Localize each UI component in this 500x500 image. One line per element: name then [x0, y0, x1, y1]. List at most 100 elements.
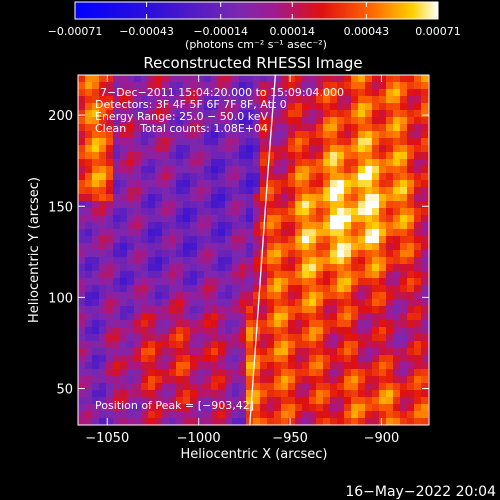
heatmap-cell: [309, 131, 317, 139]
heatmap-cell: [120, 341, 128, 349]
heatmap-cell: [127, 201, 135, 209]
heatmap-cell: [218, 75, 226, 83]
heatmap-cell: [309, 341, 317, 349]
heatmap-cell: [365, 250, 373, 258]
heatmap-cell: [386, 404, 394, 412]
heatmap-cell: [337, 250, 345, 258]
heatmap-cell: [85, 376, 93, 384]
heatmap-cell: [211, 152, 219, 160]
heatmap-cell: [421, 236, 429, 244]
heatmap-cell: [120, 131, 128, 139]
heatmap-cell: [379, 348, 387, 356]
heatmap-cell: [330, 299, 338, 307]
heatmap-cell: [260, 327, 268, 335]
heatmap-cell: [113, 376, 121, 384]
heatmap-cell: [351, 404, 359, 412]
heatmap-cell: [190, 271, 198, 279]
heatmap-cell: [281, 390, 289, 398]
heatmap-cell: [239, 222, 247, 230]
heatmap-cell: [134, 131, 142, 139]
heatmap-cell: [309, 75, 317, 83]
heatmap-cell: [148, 236, 156, 244]
heatmap-cell: [323, 117, 331, 125]
heatmap-cell: [323, 292, 331, 300]
heatmap-cell: [120, 229, 128, 237]
x-axis-ticks: −1050 −1000 −950 −900: [85, 75, 399, 446]
heatmap-cell: [78, 236, 86, 244]
heatmap-cell: [407, 271, 415, 279]
heatmap-cell: [407, 152, 415, 160]
heatmap-cell: [421, 103, 429, 111]
heatmap-cell: [232, 369, 240, 377]
heatmap-cell: [246, 82, 254, 90]
heatmap-cell: [316, 180, 324, 188]
heatmap-cell: [421, 362, 429, 370]
heatmap-cell: [246, 103, 254, 111]
heatmap-cell: [393, 383, 401, 391]
heatmap-cell: [190, 89, 198, 97]
heatmap-cell: [407, 103, 415, 111]
heatmap-cell: [295, 173, 303, 181]
heatmap-cell: [246, 89, 254, 97]
heatmap-cell: [183, 327, 191, 335]
heatmap-cell: [141, 418, 149, 425]
heatmap-cell: [211, 215, 219, 223]
heatmap-cell: [386, 390, 394, 398]
heatmap-cell: [85, 390, 93, 398]
heatmap-cell: [113, 369, 121, 377]
heatmap-cell: [344, 152, 352, 160]
heatmap-cell: [302, 145, 310, 153]
heatmap-cell: [337, 194, 345, 202]
heatmap-cell: [197, 418, 205, 425]
heatmap-cell: [386, 201, 394, 209]
y-tick-label: 100: [48, 291, 73, 306]
heatmap-cell: [141, 194, 149, 202]
heatmap-cell: [113, 404, 121, 412]
heatmap-cell: [155, 278, 163, 286]
heatmap-cell: [92, 320, 100, 328]
heatmap-cell: [309, 418, 317, 425]
heatmap-cell: [274, 117, 282, 125]
heatmap-cell: [393, 82, 401, 90]
heatmap-cell: [323, 131, 331, 139]
heatmap-cell: [211, 292, 219, 300]
heatmap-cell: [183, 166, 191, 174]
heatmap-cell: [386, 124, 394, 132]
heatmap-cell: [120, 362, 128, 370]
heatmap-cell: [78, 124, 86, 132]
heatmap-cell: [120, 404, 128, 412]
heatmap-cell: [113, 313, 121, 321]
heatmap-cell: [260, 306, 268, 314]
heatmap-cell: [281, 229, 289, 237]
heatmap-cell: [379, 124, 387, 132]
heatmap-cell: [232, 390, 240, 398]
heatmap-cell: [344, 418, 352, 425]
heatmap-cell: [288, 208, 296, 216]
heatmap-cell: [190, 257, 198, 265]
heatmap-cell: [295, 159, 303, 167]
heatmap-cell: [148, 96, 156, 104]
heatmap-cell: [127, 173, 135, 181]
heatmap-cell: [85, 117, 93, 125]
heatmap-cell: [239, 117, 247, 125]
heatmap-cell: [393, 201, 401, 209]
heatmap-cell: [421, 117, 429, 125]
heatmap-cell: [204, 306, 212, 314]
heatmap-cell: [92, 306, 100, 314]
heatmap-cell: [274, 138, 282, 146]
heatmap-cell: [141, 82, 149, 90]
heatmap-cell: [92, 264, 100, 272]
heatmap-cell: [407, 376, 415, 384]
heatmap-cell: [267, 215, 275, 223]
heatmap-cell: [134, 82, 142, 90]
heatmap-cell: [176, 131, 184, 139]
heatmap-cell: [393, 138, 401, 146]
heatmap-cell: [148, 180, 156, 188]
heatmap-cell: [407, 278, 415, 286]
heatmap-cell: [211, 194, 219, 202]
heatmap-cell: [386, 257, 394, 265]
heatmap-cell: [386, 222, 394, 230]
heatmap-cell: [323, 313, 331, 321]
heatmap-cell: [393, 313, 401, 321]
heatmap-cell: [372, 236, 380, 244]
